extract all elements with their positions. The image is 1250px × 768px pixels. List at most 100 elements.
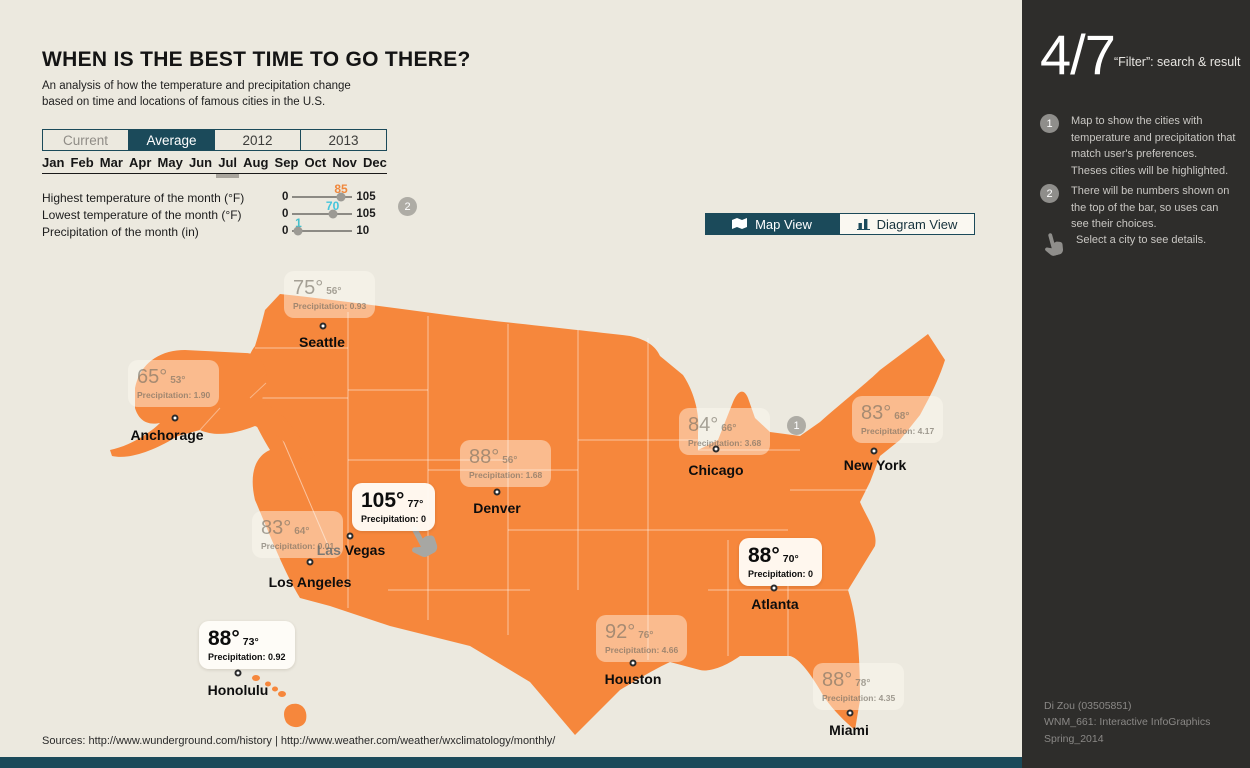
slider-track[interactable]: 70 xyxy=(292,199,353,219)
city-marker-anchorage[interactable] xyxy=(171,414,179,422)
low-temp: 64° xyxy=(294,526,310,537)
low-temp: 77° xyxy=(407,498,424,510)
tab-average[interactable]: Average xyxy=(129,130,215,150)
precipitation: Precipitation: 4.17 xyxy=(861,426,935,436)
city-marker-seattle[interactable] xyxy=(319,322,327,330)
filter-label: Highest temperature of the month (°F) xyxy=(42,191,245,205)
city-tooltip-atlanta: 88° 70° Precipitation: 0 xyxy=(739,538,823,586)
step-1-badge: 1 xyxy=(787,416,806,435)
low-temp: 56° xyxy=(502,455,518,466)
slider-handle[interactable] xyxy=(293,226,303,236)
city-label-atlanta: Atlanta xyxy=(751,596,799,612)
subtitle-line1: An analysis of how the temperature and p… xyxy=(42,80,351,92)
slider-track[interactable]: 1 xyxy=(292,216,353,236)
precipitation: Precipitation: 4.66 xyxy=(605,645,679,655)
month-jan[interactable]: Jan xyxy=(42,155,65,170)
high-temp: 84° xyxy=(688,414,719,436)
city-marker-los-angeles[interactable] xyxy=(306,558,314,566)
precipitation: Precipitation: 0.93 xyxy=(293,301,367,311)
contiguous-us-shape xyxy=(244,294,945,735)
diagram-view-button[interactable]: Diagram View xyxy=(839,213,975,235)
low-temp: 73° xyxy=(242,636,259,648)
month-may[interactable]: May xyxy=(157,155,183,170)
slider-max: 10 xyxy=(356,225,370,237)
view-toggle: Map View Diagram View xyxy=(705,213,975,235)
high-temp: 88° xyxy=(469,446,500,468)
slider-min: 0 xyxy=(282,208,289,220)
month-apr[interactable]: Apr xyxy=(129,155,152,170)
step-text: Map to show the cities with temperature … xyxy=(1071,115,1236,177)
city-label-miami: Miami xyxy=(829,722,869,738)
diagram-view-label: Diagram View xyxy=(876,216,958,232)
month-oct[interactable]: Oct xyxy=(304,155,327,170)
slider-handle[interactable] xyxy=(328,209,338,219)
city-tooltip-houston: 92° 76° Precipitation: 4.66 xyxy=(596,615,688,662)
high-temp: 105° xyxy=(361,489,405,512)
alaska-shape xyxy=(110,350,315,462)
city-marker-chicago[interactable] xyxy=(712,445,720,453)
precipitation: Precipitation: 1.68 xyxy=(469,470,543,480)
city-label-anchorage: Anchorage xyxy=(130,427,204,443)
slider-max: 105 xyxy=(356,208,376,220)
high-temp: 92° xyxy=(605,621,636,643)
bar-chart-icon xyxy=(856,219,870,230)
hawaii-shape xyxy=(252,675,307,728)
filter-slider: 0 1 10 xyxy=(282,216,370,237)
slider-track[interactable]: 85 xyxy=(292,182,353,202)
city-marker-honolulu[interactable] xyxy=(234,669,242,677)
city-label-chicago: Chicago xyxy=(688,462,744,478)
month-nov[interactable]: Nov xyxy=(332,155,357,170)
city-tooltip-seattle: 75° 56° Precipitation: 0.93 xyxy=(284,271,376,318)
month-jul[interactable]: Jul xyxy=(216,155,239,178)
page-title: WHEN IS THE BEST TIME TO GO THERE? xyxy=(42,48,471,71)
sidebar-subtitle: “Filter”: search & result xyxy=(1114,55,1241,69)
slider-handle[interactable] xyxy=(336,192,346,202)
filter-slider: 0 85 105 xyxy=(282,182,376,203)
step-number-badge: 1 xyxy=(1040,114,1059,133)
high-temp: 83° xyxy=(261,517,292,539)
bottom-accent-bar xyxy=(0,757,1022,768)
city-marker-denver[interactable] xyxy=(493,488,501,496)
filter-label: Precipitation of the month (in) xyxy=(42,225,199,239)
city-label-honolulu: Honolulu xyxy=(207,682,269,698)
map-view-button[interactable]: Map View xyxy=(705,213,839,235)
city-tooltip-chicago: 84° 66° Precipitation: 3.68 xyxy=(679,408,771,455)
filter-row: Lowest temperature of the month (°F) 0 70 1… xyxy=(42,199,382,223)
tab-2012[interactable]: 2012 xyxy=(215,130,301,150)
page-subtitle: An analysis of how the temperature and p… xyxy=(42,78,351,110)
low-temp: 56° xyxy=(326,286,342,297)
city-tooltip-miami: 88° 78° Precipitation: 4.35 xyxy=(813,663,905,710)
city-marker-houston[interactable] xyxy=(629,659,637,667)
tab-2013[interactable]: 2013 xyxy=(328,132,359,148)
city-tooltip-anchorage: 65° 53° Precipitation: 1.90 xyxy=(128,360,220,407)
month-sep[interactable]: Sep xyxy=(274,155,299,170)
hand-note-text: Select a city to see details. xyxy=(1076,234,1207,246)
city-tooltip-new-york: 83° 68° Precipitation: 4.17 xyxy=(852,396,944,443)
month-feb[interactable]: Feb xyxy=(70,155,94,170)
low-temp: 66° xyxy=(721,423,737,434)
city-label-new-york: New York xyxy=(843,457,907,473)
high-temp: 83° xyxy=(861,402,892,424)
city-label-seattle: Seattle xyxy=(299,334,345,350)
month-jun[interactable]: Jun xyxy=(188,155,213,170)
high-temp: 88° xyxy=(822,669,853,691)
city-marker-new-york[interactable] xyxy=(870,447,878,455)
city-marker-atlanta[interactable] xyxy=(770,584,778,592)
month-aug[interactable]: Aug xyxy=(243,155,269,170)
low-temp: 78° xyxy=(855,678,871,689)
city-marker-las-vegas[interactable] xyxy=(346,532,354,540)
month-dec[interactable]: Dec xyxy=(363,155,387,170)
month-mar[interactable]: Mar xyxy=(99,155,123,170)
precipitation: Precipitation: 0 xyxy=(361,514,427,524)
high-temp: 75° xyxy=(293,277,324,299)
city-label-houston: Houston xyxy=(604,671,662,687)
city-tooltip-denver: 88° 56° Precipitation: 1.68 xyxy=(460,440,552,487)
precipitation: Precipitation: 1.90 xyxy=(137,390,211,400)
subtitle-line2: based on time and locations of famous ci… xyxy=(42,96,326,109)
map-icon xyxy=(732,218,748,229)
city-marker-miami[interactable] xyxy=(846,709,854,717)
precipitation: Precipitation: 0 xyxy=(748,569,814,579)
tab-current[interactable]: Current xyxy=(43,130,129,150)
